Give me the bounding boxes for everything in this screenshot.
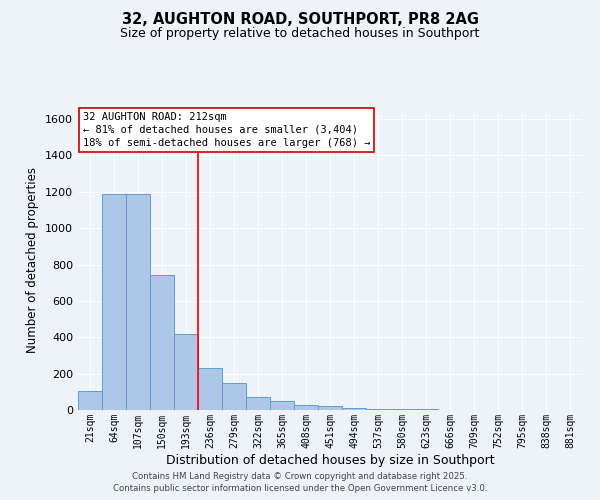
Bar bbox=[342, 408, 366, 410]
Text: Contains public sector information licensed under the Open Government Licence v3: Contains public sector information licen… bbox=[113, 484, 487, 493]
Bar bbox=[150, 276, 174, 410]
Bar bbox=[198, 368, 222, 410]
Bar bbox=[102, 194, 126, 410]
Text: 32, AUGHTON ROAD, SOUTHPORT, PR8 2AG: 32, AUGHTON ROAD, SOUTHPORT, PR8 2AG bbox=[121, 12, 479, 28]
Bar bbox=[78, 391, 102, 410]
Bar bbox=[366, 408, 390, 410]
Text: Contains HM Land Registry data © Crown copyright and database right 2025.: Contains HM Land Registry data © Crown c… bbox=[132, 472, 468, 481]
Bar bbox=[294, 404, 318, 410]
Bar bbox=[126, 194, 150, 410]
Bar bbox=[390, 409, 414, 410]
Bar bbox=[318, 406, 342, 410]
X-axis label: Distribution of detached houses by size in Southport: Distribution of detached houses by size … bbox=[166, 454, 494, 466]
Bar bbox=[222, 382, 246, 410]
Y-axis label: Number of detached properties: Number of detached properties bbox=[26, 167, 40, 353]
Bar bbox=[270, 401, 294, 410]
Text: 32 AUGHTON ROAD: 212sqm
← 81% of detached houses are smaller (3,404)
18% of semi: 32 AUGHTON ROAD: 212sqm ← 81% of detache… bbox=[83, 112, 371, 148]
Bar bbox=[174, 334, 198, 410]
Text: Size of property relative to detached houses in Southport: Size of property relative to detached ho… bbox=[121, 28, 479, 40]
Bar bbox=[246, 398, 270, 410]
